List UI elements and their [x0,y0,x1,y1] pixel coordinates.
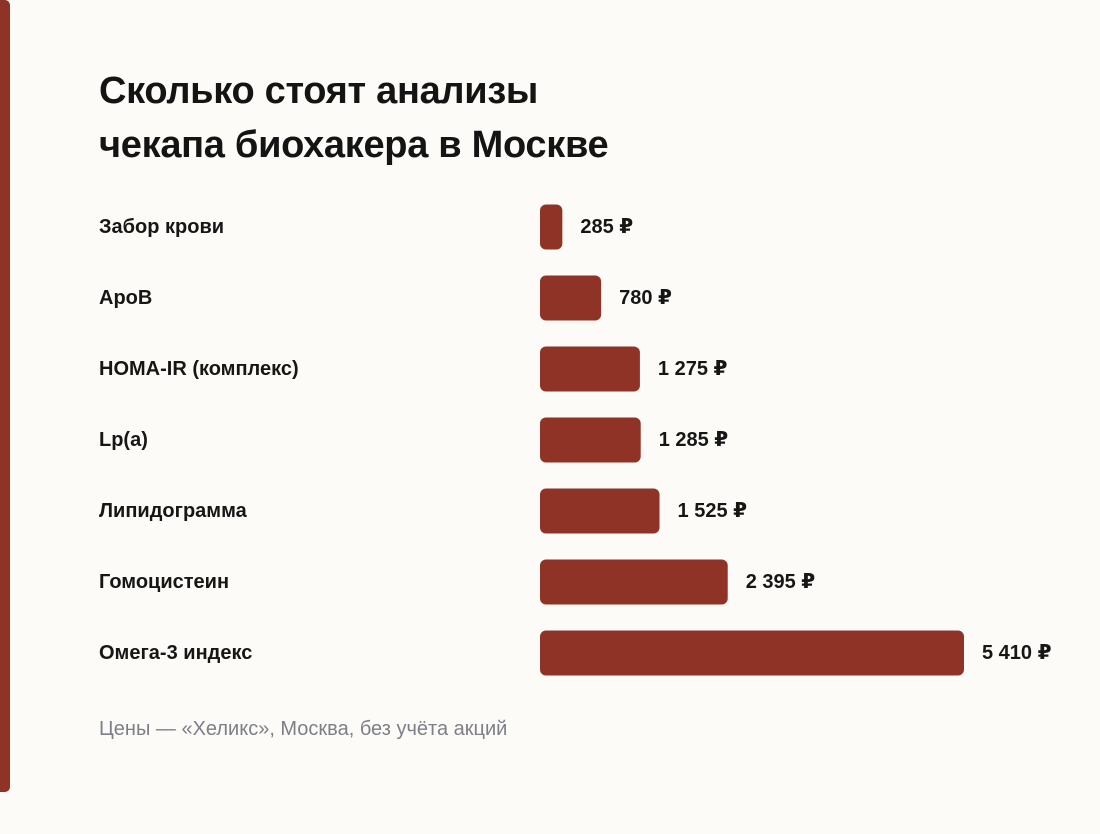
bar [540,275,602,321]
category-label: Омега-3 индекс [99,642,252,664]
chart-title: Сколько стоят анализы чекапа биохакера в… [99,64,799,172]
bar [540,346,640,392]
category-label: Забор крови [99,216,224,238]
bar-row: Забор крови 285 ₽ [99,204,633,250]
accent-stripe [0,0,10,792]
value-label: 1 285 ₽ [659,429,729,451]
bar [540,488,660,534]
category-label: Lp(a) [99,429,148,451]
bar-row: Липидограмма 1 525 ₽ [99,488,748,534]
value-label: 285 ₽ [580,216,633,238]
bar-row: Гомоцистеин 2 395 ₽ [99,559,816,605]
category-label: ApoB [99,287,152,309]
value-label: 2 395 ₽ [746,571,816,593]
category-label: HOMA-IR (комплекс) [99,358,299,380]
bar [540,630,964,676]
bar [540,204,563,250]
bar [540,559,728,605]
bar [540,417,641,463]
bar-row: Lp(a) 1 285 ₽ [99,417,729,463]
category-label: Гомоцистеин [99,571,229,593]
value-label: 1 275 ₽ [658,358,728,380]
bar-row: Омега-3 индекс 5 410 ₽ [99,630,1052,676]
category-label: Липидограмма [99,500,248,522]
value-label: 5 410 ₽ [982,642,1052,664]
bar-row: HOMA-IR (комплекс) 1 275 ₽ [99,346,728,392]
chart-title-line-2: чекапа биохакера в Москве [99,124,609,166]
chart-title-line-1: Сколько стоят анализы [99,70,539,112]
value-label: 1 525 ₽ [678,500,748,522]
bar-row: ApoB 780 ₽ [99,275,672,321]
value-label: 780 ₽ [619,287,672,309]
source-note: Цены — «Хеликс», Москва, без учёта акций [99,718,508,740]
